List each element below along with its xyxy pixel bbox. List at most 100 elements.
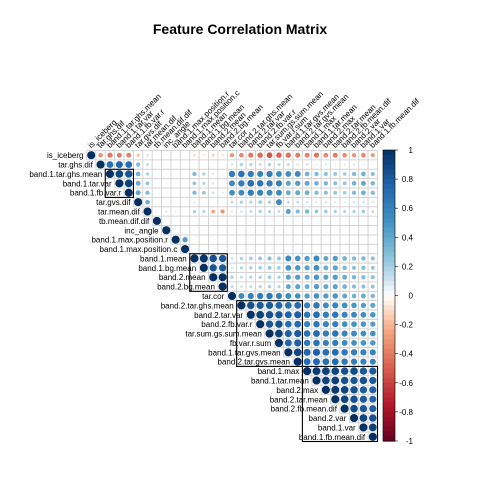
- row-label: tar.sum.gs.sum.mean: [185, 330, 261, 339]
- colorbar-tick-label: -1: [406, 437, 414, 446]
- correlation-circle: [313, 283, 320, 290]
- correlation-circle: [135, 189, 142, 196]
- row-label: band.2.bg.mean: [157, 283, 215, 292]
- correlation-circle: [322, 357, 330, 366]
- correlation-circle: [312, 366, 321, 376]
- correlation-circle: [275, 179, 283, 187]
- row-label: band.1.tar.gvs.mean: [208, 348, 281, 357]
- correlation-circle: [248, 162, 253, 167]
- correlation-circle: [237, 170, 246, 178]
- correlation-circle: [220, 153, 225, 157]
- colorbar-segment: [383, 382, 395, 389]
- correlation-circle: [268, 238, 271, 241]
- correlation-circle: [246, 310, 256, 320]
- correlation-circle: [361, 163, 365, 167]
- correlation-circle: [165, 191, 168, 194]
- colorbar-segment: [383, 227, 395, 234]
- correlation-circle: [313, 254, 320, 262]
- correlation-circle: [334, 238, 337, 241]
- correlation-circle: [86, 150, 96, 160]
- row-label: band.2.tar.var: [194, 311, 243, 320]
- correlation-circle: [284, 320, 293, 329]
- correlation-circle: [258, 284, 263, 289]
- correlation-circle: [293, 320, 302, 329]
- correlation-circle: [323, 190, 329, 196]
- correlation-circle: [351, 283, 357, 290]
- correlation-circle: [369, 330, 377, 337]
- correlation-circle: [202, 200, 206, 204]
- correlation-circle: [334, 248, 337, 250]
- correlation-circle: [296, 229, 299, 232]
- correlation-circle: [283, 347, 293, 357]
- colorbar-segment: [383, 305, 395, 311]
- correlation-circle: [184, 154, 186, 157]
- correlation-circle: [184, 182, 187, 185]
- correlation-circle: [265, 310, 274, 320]
- correlation-circle: [145, 162, 150, 167]
- correlation-circle: [164, 209, 168, 214]
- correlation-circle: [193, 163, 196, 166]
- row-label: band.2.tar.ghs.mean: [161, 301, 234, 310]
- correlation-circle: [341, 265, 348, 271]
- correlation-circle: [370, 180, 376, 187]
- correlation-circle: [248, 265, 253, 271]
- correlation-circle: [284, 170, 292, 178]
- colorbar-segment: [383, 411, 395, 418]
- correlation-circle: [184, 163, 186, 166]
- colorbar-segment: [383, 324, 395, 331]
- colorbar-tick-label: 0: [409, 292, 414, 301]
- correlation-circle: [369, 358, 377, 366]
- correlation-circle: [201, 171, 207, 177]
- colorbar-segment: [383, 169, 395, 175]
- correlation-circle: [351, 152, 357, 158]
- correlation-circle: [239, 162, 244, 167]
- correlation-circle: [239, 209, 244, 214]
- correlation-circle: [312, 348, 321, 357]
- correlation-circle: [360, 330, 367, 337]
- correlation-circle: [322, 283, 329, 290]
- correlation-circle: [267, 274, 272, 280]
- grid-cell: [151, 159, 162, 170]
- row-label: band.2.max: [276, 386, 318, 395]
- correlation-circle: [370, 190, 376, 196]
- correlation-circle: [370, 284, 376, 290]
- correlation-circle: [351, 209, 357, 214]
- row-label: band.1.max.position.r: [91, 236, 168, 245]
- correlation-circle: [313, 273, 320, 281]
- correlation-circle: [315, 248, 318, 250]
- correlation-circle: [218, 263, 227, 272]
- correlation-circle: [184, 191, 186, 194]
- correlation-circle: [331, 348, 340, 357]
- correlation-circle: [306, 229, 308, 232]
- grid-cell: [311, 215, 322, 226]
- row-label: inc_angle: [124, 226, 159, 235]
- correlation-circle: [349, 366, 359, 376]
- correlation-circle: [340, 348, 349, 357]
- correlation-circle: [353, 229, 355, 232]
- correlation-circle: [341, 302, 349, 309]
- correlation-circle: [330, 376, 340, 385]
- correlation-circle: [256, 189, 264, 197]
- correlation-circle: [313, 190, 320, 196]
- correlation-circle: [165, 172, 168, 176]
- correlation-circle: [285, 283, 292, 290]
- correlation-circle: [276, 265, 282, 271]
- correlation-circle: [229, 152, 235, 158]
- correlation-circle: [341, 274, 348, 281]
- correlation-circle: [360, 293, 367, 299]
- correlation-circle: [293, 301, 302, 310]
- correlation-circle: [361, 200, 366, 204]
- correlation-circle: [322, 320, 330, 328]
- correlation-circle: [343, 229, 346, 232]
- correlation-circle: [368, 423, 378, 432]
- correlation-circle: [124, 178, 134, 188]
- correlation-circle: [248, 256, 254, 261]
- colorbar-segment: [383, 310, 395, 316]
- correlation-circle: [265, 320, 274, 329]
- correlation-circle: [192, 200, 196, 204]
- colorbar-segment: [383, 222, 395, 229]
- colorbar-segment: [383, 368, 395, 374]
- correlation-circle: [116, 152, 123, 159]
- correlation-circle: [313, 180, 320, 187]
